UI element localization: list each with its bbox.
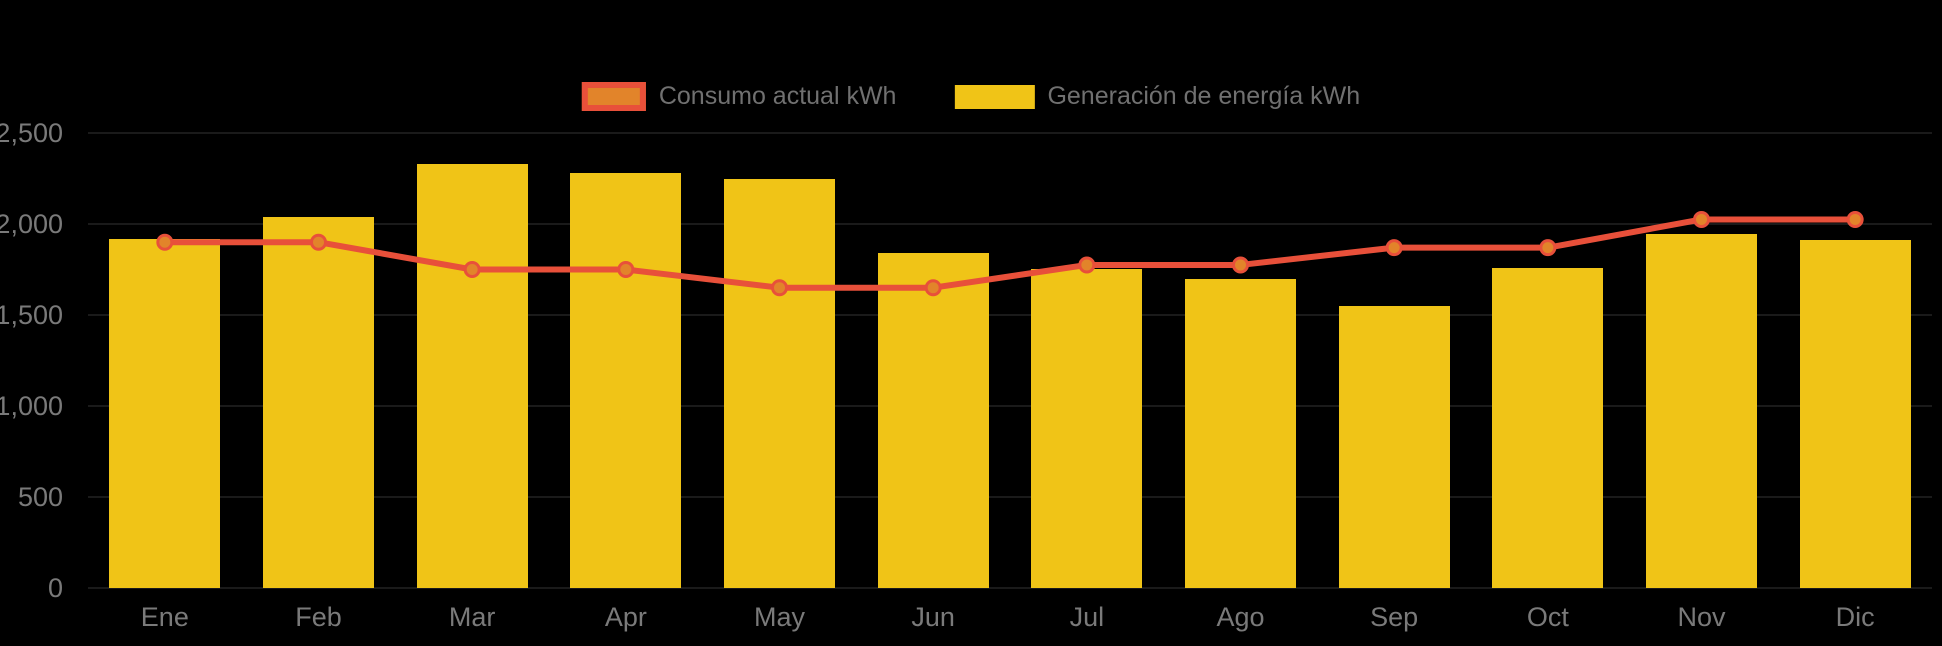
legend-label-consumo: Consumo actual kWh — [658, 82, 897, 110]
bar-oct[interactable] — [1492, 267, 1604, 588]
consumo-point-jun[interactable] — [924, 279, 942, 297]
x-axis-tick-label: Feb — [295, 602, 342, 632]
x-axis-tick-label: Ene — [140, 602, 189, 632]
consumo-point-ene[interactable] — [156, 233, 174, 251]
x-axis-tick-label: Nov — [1677, 602, 1726, 632]
x-axis-tick-label: Mar — [448, 602, 496, 632]
consumo-line-swatch-icon — [581, 82, 646, 111]
legend-item-consumo[interactable]: Consumo actual kWh — [581, 82, 897, 111]
gridline — [88, 496, 1932, 498]
consumo-point-mar[interactable] — [463, 261, 481, 278]
bar-jul[interactable] — [1031, 268, 1143, 588]
gridline — [88, 314, 1932, 316]
bar-apr[interactable] — [570, 173, 682, 588]
chart-legend: Consumo actual kWh Generación de energía… — [581, 82, 1360, 111]
plot-area: 0 500 1,000 1,500 2,000 2,500 Ene Feb Mar Apr May… — [0, 119, 1932, 632]
consumo-point-dic[interactable] — [1846, 210, 1864, 228]
y-axis-tick-label: 1,500 — [0, 300, 63, 330]
generacion-bar-swatch-icon — [954, 84, 1035, 109]
x-axis-tick-label: Oct — [1526, 602, 1569, 632]
consumo-point-ago[interactable] — [1232, 256, 1249, 274]
x-axis-tick-label: Ago — [1216, 602, 1265, 632]
gridline — [88, 405, 1932, 407]
y-axis-tick-label: 0 — [47, 573, 63, 603]
consumo-point-may[interactable] — [771, 279, 788, 297]
consumo-point-feb[interactable] — [310, 233, 327, 251]
bar-feb[interactable] — [263, 216, 374, 588]
bar-dic[interactable] — [1799, 240, 1911, 588]
y-axis-tick-label: 2,500 — [0, 118, 63, 148]
consumo-line-path — [164, 216, 1856, 291]
consumo-point-jul[interactable] — [1078, 256, 1096, 274]
x-axis-tick-label: May — [753, 602, 805, 632]
consumo-point-sep[interactable] — [1385, 239, 1403, 257]
gridline — [88, 223, 1932, 225]
y-axis-tick-label: 2,000 — [0, 209, 63, 239]
bar-mar[interactable] — [416, 163, 528, 588]
x-axis-tick-label: Jul — [1069, 602, 1105, 632]
x-axis-tick-label: Jun — [911, 602, 955, 632]
x-axis-tick-label: Dic — [1835, 602, 1875, 632]
bar-nov[interactable] — [1646, 234, 1757, 588]
legend-label-generacion: Generación de energía kWh — [1047, 82, 1361, 110]
bar-sep[interactable] — [1338, 305, 1450, 588]
bar-ene[interactable] — [109, 238, 221, 588]
legend-item-generacion[interactable]: Generación de energía kWh — [954, 82, 1360, 111]
consumo-line-series — [156, 210, 1864, 297]
bar-may[interactable] — [724, 178, 835, 588]
consumo-point-apr[interactable] — [617, 261, 635, 278]
x-axis-tick-label: Sep — [1370, 602, 1419, 632]
consumo-point-oct[interactable] — [1539, 239, 1557, 257]
gridline — [88, 132, 1932, 134]
bar-jun[interactable] — [877, 253, 989, 588]
gridline — [88, 587, 1932, 589]
consumo-point-nov[interactable] — [1693, 210, 1710, 228]
x-axis-tick-label: Apr — [604, 602, 647, 632]
y-axis-tick-label: 1,000 — [0, 391, 63, 421]
bar-ago[interactable] — [1185, 278, 1296, 588]
y-axis-tick-label: 500 — [17, 482, 63, 512]
